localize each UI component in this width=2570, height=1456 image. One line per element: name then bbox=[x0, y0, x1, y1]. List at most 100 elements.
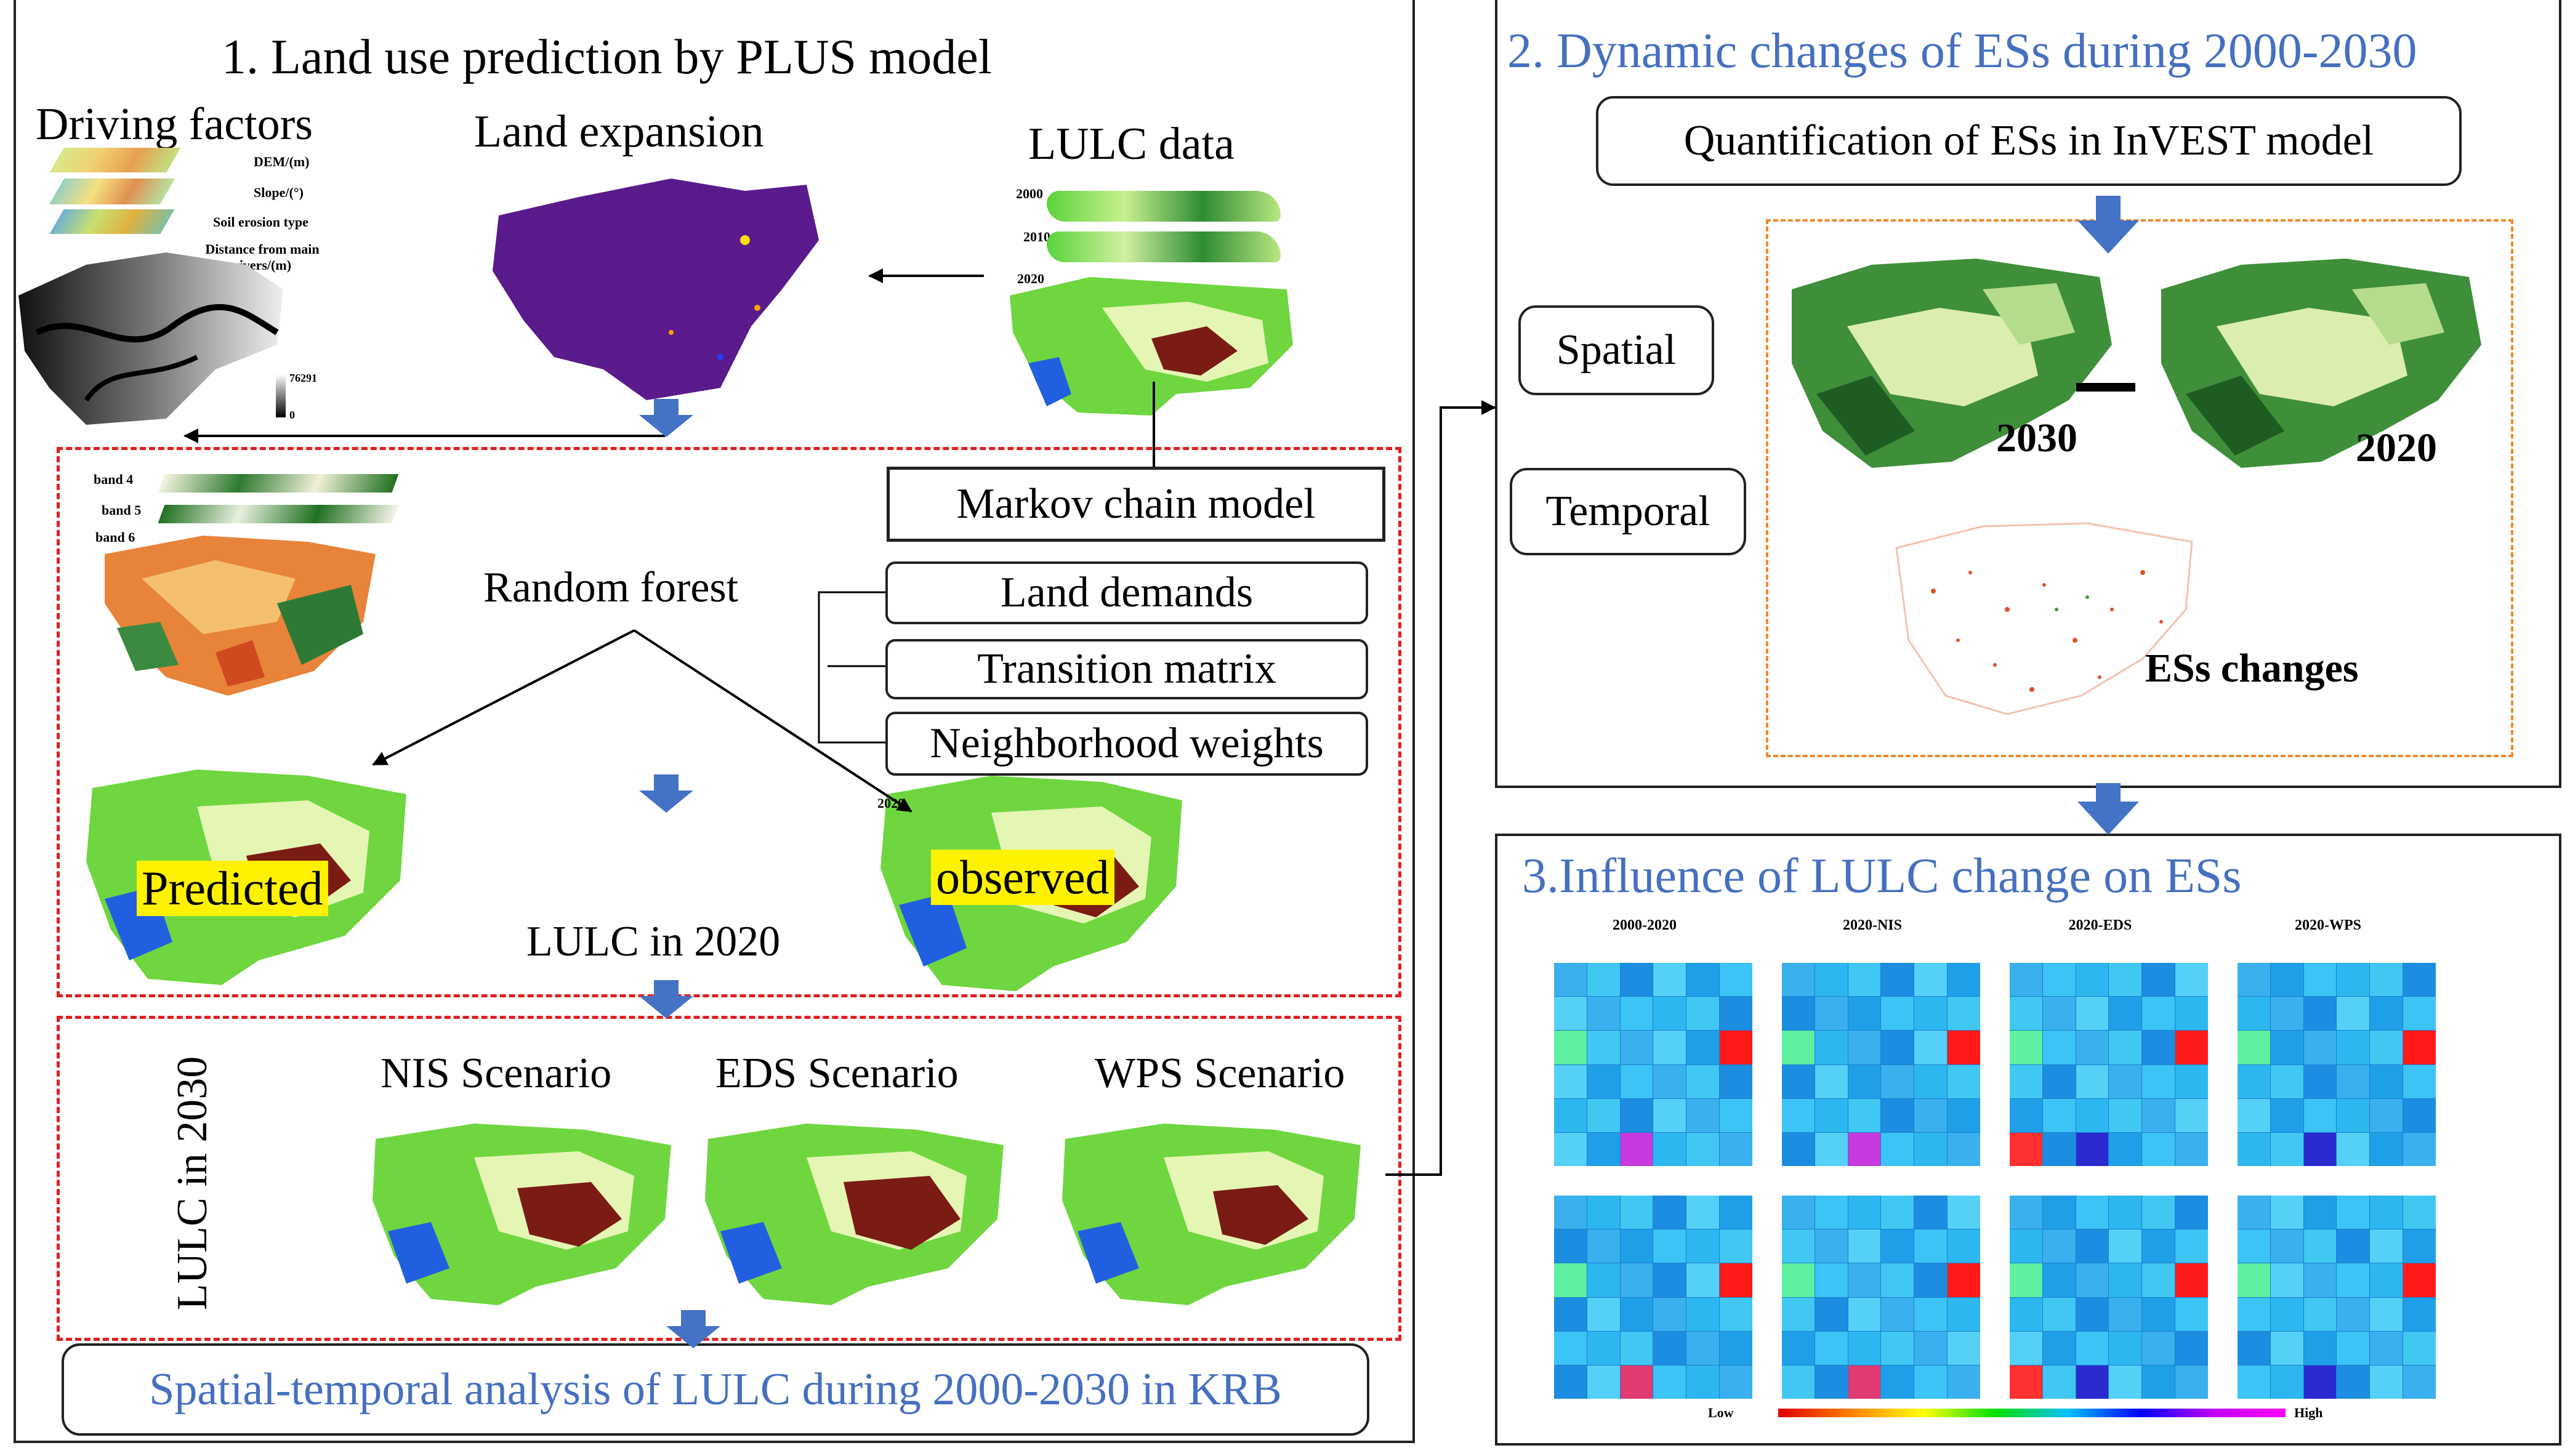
heatmap-cell bbox=[2403, 1064, 2436, 1098]
heatmap-cell bbox=[1653, 997, 1686, 1031]
heatmap-cell bbox=[1848, 1132, 1881, 1166]
heatmap-grid bbox=[1554, 963, 1752, 1166]
heatmap-cell bbox=[2370, 1098, 2403, 1132]
heatmap-cell bbox=[2010, 1064, 2042, 1098]
heatmap-cell bbox=[1948, 1365, 1980, 1399]
heatmap-cell bbox=[2109, 1098, 2142, 1132]
heatmap-cell bbox=[2175, 1064, 2208, 1098]
heatmap-cell bbox=[2270, 1365, 2303, 1399]
heatmap-cell bbox=[1686, 997, 1720, 1031]
heatmap-cell bbox=[2042, 963, 2076, 997]
heatmap-cell bbox=[1720, 963, 1752, 997]
heatmap-cell bbox=[1815, 1263, 1848, 1297]
heatmap-cell bbox=[1620, 1365, 1653, 1399]
heatmap-cell bbox=[1881, 1031, 1914, 1064]
heatmap-cell bbox=[1848, 1297, 1881, 1331]
nis-scenario-map bbox=[373, 1124, 671, 1305]
heatmap-cell bbox=[2175, 1331, 2208, 1365]
heatmap-cell bbox=[1881, 1196, 1914, 1229]
predicted-label: Predicted bbox=[137, 861, 328, 916]
heatmap-cell bbox=[1848, 1196, 1881, 1229]
heatmap-matrix: 2020-NIS bbox=[1761, 917, 1984, 1404]
heatmap-cell bbox=[2010, 1263, 2042, 1297]
heatmap-cell bbox=[1720, 1064, 1752, 1098]
heatmap-cell bbox=[1720, 997, 1752, 1031]
heatmap-cell bbox=[2010, 1031, 2042, 1064]
random-forest-label: Random forest bbox=[483, 564, 739, 611]
heatmap-cell bbox=[2403, 1331, 2436, 1365]
heatmap-cell bbox=[2337, 1331, 2370, 1365]
heatmap-cell bbox=[2010, 1229, 2042, 1263]
es-map-2020 bbox=[2161, 259, 2481, 468]
prediction-box bbox=[57, 447, 1401, 997]
heatmap-grid bbox=[2238, 963, 2436, 1166]
eds-scenario-label: EDS Scenario bbox=[715, 1050, 959, 1097]
heatmap-cell bbox=[2076, 1031, 2109, 1064]
heatmap-cell bbox=[2175, 1365, 2208, 1399]
heatmap-cell bbox=[2042, 1098, 2076, 1132]
heatmap-cell bbox=[2076, 963, 2109, 997]
heatmap-cell bbox=[1948, 997, 1980, 1031]
nis-scenario-label: NIS Scenario bbox=[381, 1050, 612, 1097]
lulc-data-title: LULC data bbox=[1028, 119, 1235, 169]
temporal-box: Temporal bbox=[1510, 468, 1746, 555]
heatmap-cell bbox=[2238, 997, 2270, 1031]
heatmap-cell bbox=[2175, 1031, 2208, 1064]
band-6-label: band 6 bbox=[95, 529, 135, 545]
heatmap-cell bbox=[1914, 963, 1948, 997]
heatmap-cell bbox=[2042, 1263, 2076, 1297]
heatmap-cell bbox=[2303, 1064, 2337, 1098]
year-2020-label: 2020 bbox=[2356, 425, 2437, 470]
heatmap-cell bbox=[2370, 1263, 2403, 1297]
heatmap-cell bbox=[2238, 1263, 2270, 1297]
heatmap-cell bbox=[2076, 1132, 2109, 1166]
heatmap-matrix: 2020-EDS bbox=[1989, 917, 2212, 1404]
heatmap-cell bbox=[2010, 1196, 2042, 1229]
heatmap-cell bbox=[1815, 1098, 1848, 1132]
heatmap-cell bbox=[1587, 963, 1620, 997]
heatmap-cell bbox=[2303, 1229, 2337, 1263]
heatmap-cell bbox=[2042, 1196, 2076, 1229]
heatmap-cell bbox=[1720, 1098, 1752, 1132]
heatmap-cell bbox=[2337, 963, 2370, 997]
heatmap-cell bbox=[1653, 1263, 1686, 1297]
heatmap-cell bbox=[2303, 1031, 2337, 1064]
heatmap-cell bbox=[1686, 1331, 1720, 1365]
heatmap-cell bbox=[1881, 1263, 1914, 1297]
panel-dynamic-changes bbox=[1495, 0, 2561, 788]
heatmap-cell bbox=[1686, 1098, 1720, 1132]
heatmap-cell bbox=[1815, 997, 1848, 1031]
heatmap-cell bbox=[2403, 1365, 2436, 1399]
es-maps-box bbox=[1766, 219, 2513, 757]
heatmap-cell bbox=[2142, 963, 2175, 997]
heatmap-cell bbox=[1914, 1064, 1948, 1098]
heatmap-cell bbox=[2010, 1297, 2042, 1331]
heatmap-cell bbox=[1782, 963, 1815, 997]
heatmap-cell bbox=[2042, 1297, 2076, 1331]
heatmap-cell bbox=[2270, 1229, 2303, 1263]
heatmap-cell bbox=[1620, 1064, 1653, 1098]
heatmap-cell bbox=[1720, 1132, 1752, 1166]
heatmap-cell bbox=[1848, 1331, 1881, 1365]
heatmap-cell bbox=[1686, 963, 1720, 997]
heatmap-cell bbox=[2076, 1263, 2109, 1297]
heatmap-cell bbox=[1686, 1064, 1720, 1098]
heatmap-cell bbox=[1554, 1263, 1587, 1297]
heatmap-cell bbox=[2175, 1196, 2208, 1229]
heatmap-cell bbox=[2337, 1064, 2370, 1098]
heatmap-cell bbox=[1587, 1297, 1620, 1331]
heatmap-cell bbox=[2270, 963, 2303, 997]
heatmap-cell bbox=[2238, 1064, 2270, 1098]
heatmap-cell bbox=[2370, 1297, 2403, 1331]
heatmap-cell bbox=[1848, 1031, 1881, 1064]
heatmap-cell bbox=[1587, 1098, 1620, 1132]
heatmap-cell bbox=[1720, 1297, 1752, 1331]
heatmap-cell bbox=[1815, 1297, 1848, 1331]
heatmap-cell bbox=[1620, 1098, 1653, 1132]
heatmap-cell bbox=[2303, 1331, 2337, 1365]
heatmap-cell bbox=[1881, 963, 1914, 997]
heatmap-cell bbox=[2109, 1263, 2142, 1297]
heatmap-matrix-title: 2020-NIS bbox=[1842, 917, 1902, 933]
heatmap-cell bbox=[1782, 1098, 1815, 1132]
heatmap-cell bbox=[2370, 1196, 2403, 1229]
